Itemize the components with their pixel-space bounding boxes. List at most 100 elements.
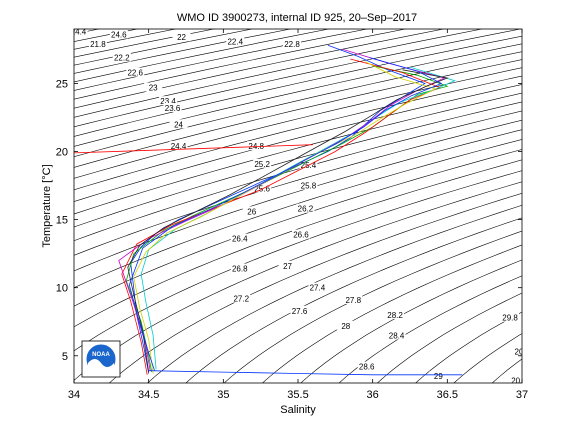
isopycnal-label-bg <box>169 141 188 151</box>
isopycnal-label: 28.6 <box>359 363 375 372</box>
isopycnal-label-bg <box>163 102 182 112</box>
isopycnal-label-bg <box>247 141 266 151</box>
isopycnal-label: 23.4 <box>160 97 176 106</box>
isopycnal-label-bg <box>429 371 448 381</box>
isopycnal-line <box>562 22 576 390</box>
isopycnal-label: 23.6 <box>165 104 181 113</box>
isopycnal-label-bg <box>88 38 107 48</box>
isopycnal-label-bg <box>242 206 261 216</box>
profile-series-2 <box>121 58 441 375</box>
x-tick-label: 34 <box>68 389 80 401</box>
isopycnal-label: 23 <box>149 84 158 93</box>
isopycnal-label: 27.2 <box>233 295 249 304</box>
isopycnal-label-bg <box>344 294 363 304</box>
isopycnal-label: 27.4 <box>310 284 326 293</box>
isopycnal-label: 25.2 <box>254 160 270 169</box>
isopycnal-line <box>74 67 522 179</box>
isopycnal-line <box>74 59 522 168</box>
isopycnal-label-bg <box>308 282 327 292</box>
isopycnal-label-bg <box>336 320 355 330</box>
isopycnal-label: 27 <box>283 262 292 271</box>
isopycnal-label-bg <box>172 32 191 42</box>
x-axis-label: Salinity <box>280 404 316 416</box>
isopycnal-line <box>74 29 407 100</box>
x-tick-label: 35 <box>217 389 229 401</box>
x-tick-label: 37 <box>516 389 528 401</box>
isopycnal-label: 22.4 <box>227 37 243 46</box>
isopycnal-line <box>108 192 522 383</box>
isopycnal-label: 29 <box>434 372 443 381</box>
isopycnal-label-bg <box>253 183 272 193</box>
isopycnal-label-bg <box>169 119 188 129</box>
isopycnal-line <box>74 29 369 91</box>
isopycnal-line <box>74 110 522 242</box>
isopycnal-label: 22.6 <box>127 69 143 78</box>
isopycnal-label-bg <box>126 67 145 77</box>
profile-annotation-1 <box>148 370 463 376</box>
isopycnal-line <box>74 159 522 328</box>
isopycnal-line <box>415 311 522 383</box>
isopycnal-line <box>74 92 522 215</box>
isopycnal-line <box>523 22 576 390</box>
isopycnal-line <box>74 139 522 289</box>
isopycnal-label-bg <box>283 38 302 48</box>
isopycnal-line <box>74 149 522 307</box>
isopycnal-line <box>74 29 446 109</box>
isopycnal-label: 26.8 <box>232 265 248 274</box>
isopycnal-label: 24.6 <box>111 30 127 39</box>
isopycnal-label-bg <box>230 233 249 243</box>
y-tick-label: 25 <box>56 78 68 90</box>
isopycnal-line <box>74 29 484 118</box>
isopycnal-label: 20.1 <box>511 376 527 385</box>
isopycnal-line <box>338 275 522 383</box>
isopycnal-label-bg <box>278 260 297 270</box>
isopycnal-label: 25.4 <box>301 161 317 170</box>
isopycnal-label: 28.4 <box>389 331 405 340</box>
isopycnal-label: 28 <box>341 322 350 331</box>
y-axis-label: Temperature [°C] <box>41 164 53 247</box>
isopycnal-label: 22 <box>177 33 186 42</box>
isopycnal-label-bg <box>510 375 522 383</box>
profile-series-6 <box>127 69 449 373</box>
isopycnal-label-bg <box>501 312 520 322</box>
isopycnal-line <box>300 259 522 383</box>
isopycnal-label: 27.6 <box>292 307 308 316</box>
x-axis: 34 34.5 35 35.5 36 36.5 37 <box>68 29 528 401</box>
logo-text: NOAA <box>92 352 110 358</box>
isopycnal-label: 22.2 <box>114 54 130 63</box>
isopycnal-label-bg <box>144 82 163 92</box>
profile-series-7 <box>128 57 443 371</box>
isopycnal-line <box>185 217 522 383</box>
noaa-logo: NOAA <box>81 340 121 378</box>
isopycnal-label-bg <box>387 330 406 340</box>
isopycnal-line <box>74 101 522 228</box>
isopycnal-label: 26.4 <box>232 235 248 244</box>
isopycnal-label: 26 <box>247 207 256 216</box>
x-tick-label: 36.5 <box>437 389 458 401</box>
isopycnal-label-bg <box>290 305 309 315</box>
isopycnal-label: 20 <box>515 348 524 357</box>
x-tick-label: 34.5 <box>138 389 159 401</box>
isopycnal-label: 25.8 <box>301 182 317 191</box>
isopycnal-line <box>147 204 522 383</box>
isopycnal-label-bg <box>230 263 249 273</box>
isopycnal-line <box>223 230 522 383</box>
isopycnal-label: 22.8 <box>284 40 300 49</box>
isopycnal-label: 24.4 <box>71 28 87 37</box>
y-tick-label: 5 <box>62 351 68 363</box>
isopycnal-label-bg <box>386 309 405 319</box>
isopycnal-label-bg <box>109 29 128 39</box>
isopycnal-label-bg <box>299 160 318 170</box>
isopycnal-label: 28.2 <box>387 311 403 320</box>
isopycnal-label-bg <box>291 229 310 239</box>
y-tick-label: 20 <box>56 147 68 159</box>
isopycnal-label-bg <box>226 36 245 46</box>
isopycnal-label-bg <box>232 293 251 303</box>
isopycnal-line <box>74 29 522 128</box>
isopycnal-labels: 24.4 24.6 21.8 22 22.4 22.8 22.2 22.6 2323.423.6… <box>71 28 527 385</box>
isopycnal-label-bg <box>357 361 376 371</box>
isopycnal-label: 21.8 <box>90 40 106 49</box>
isopycnal-line <box>74 51 522 157</box>
y-tick-label: 15 <box>56 215 68 227</box>
